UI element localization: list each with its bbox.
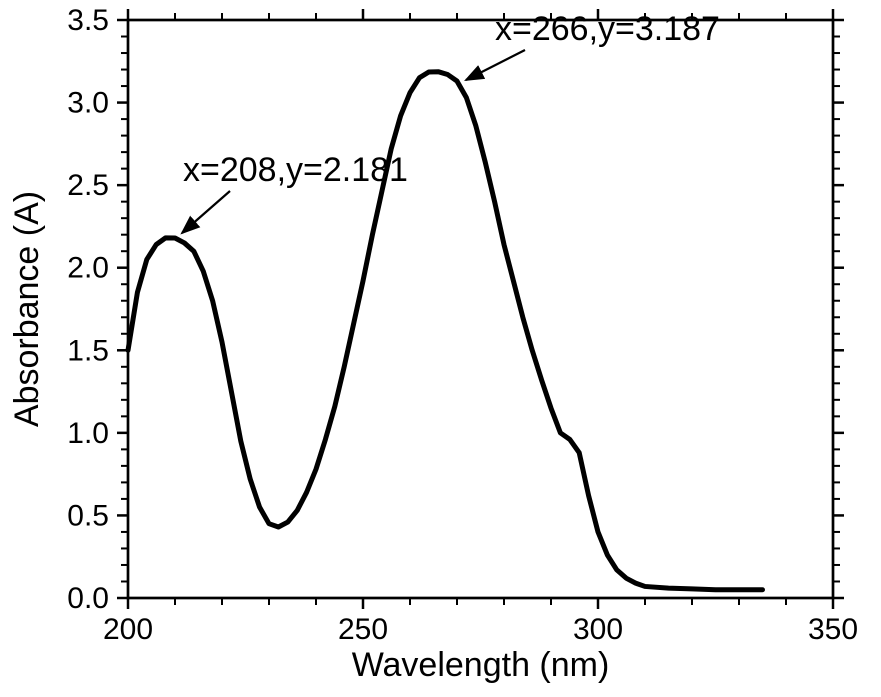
chart-container: 200 250 300 350 0.0 0.5 1.0 1.5 2.0 2.5 3.0 3.5 Wave…	[0, 0, 881, 697]
y-tick-label: 2.5	[67, 169, 109, 202]
y-tick-label: 0.0	[67, 582, 109, 615]
y-tick-label: 2.0	[67, 252, 109, 285]
annotation-arrow	[466, 50, 525, 80]
x-tick-label: 200	[103, 613, 153, 646]
x-tick-label: 300	[573, 613, 623, 646]
absorbance-spectrum	[128, 72, 763, 590]
annotation-label: x=208,y=2.181	[183, 151, 408, 189]
annotation-arrow	[182, 191, 230, 233]
y-tick-label: 0.5	[67, 499, 109, 532]
y-axis-label: Absorbance (A)	[8, 191, 46, 427]
y-tick-label: 1.0	[67, 417, 109, 450]
y-tick-label: 3.5	[67, 4, 109, 37]
y-tick-label: 1.5	[67, 334, 109, 367]
x-tick-label: 250	[338, 613, 388, 646]
x-axis-label: Wavelength (nm)	[352, 646, 610, 684]
plot-frame	[128, 20, 833, 598]
absorbance-chart: 200 250 300 350 0.0 0.5 1.0 1.5 2.0 2.5 3.0 3.5 Wave…	[0, 0, 881, 697]
annotation-label: x=266,y=3.187	[495, 10, 720, 48]
y-tick-label: 3.0	[67, 87, 109, 120]
x-tick-label: 350	[808, 613, 858, 646]
